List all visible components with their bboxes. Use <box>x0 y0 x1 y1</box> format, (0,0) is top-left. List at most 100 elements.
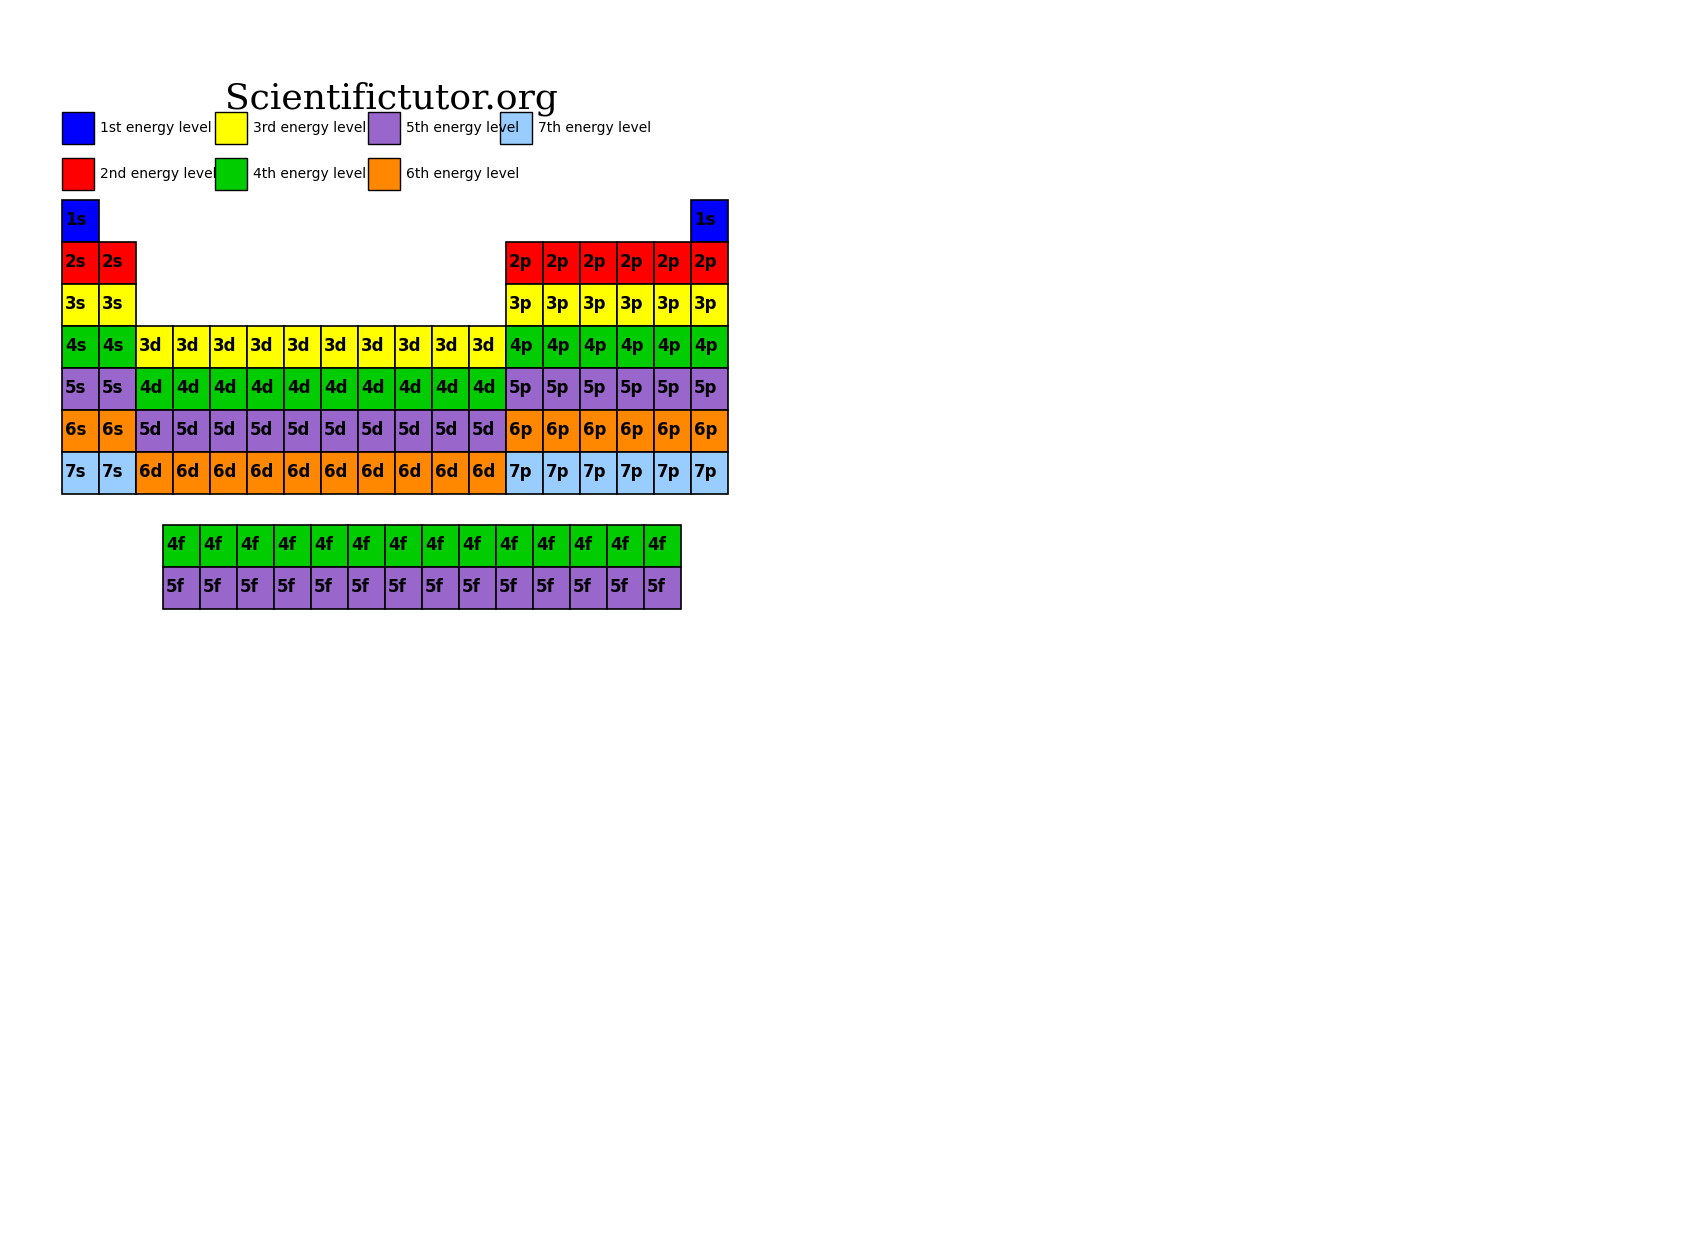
Bar <box>395 452 432 494</box>
Text: 5f: 5f <box>203 579 221 596</box>
Text: 4d: 4d <box>213 379 236 398</box>
Bar <box>214 158 246 190</box>
Bar <box>284 410 321 452</box>
Bar <box>645 568 680 609</box>
Bar <box>321 368 358 410</box>
Bar <box>368 158 400 190</box>
Bar <box>422 568 459 609</box>
Bar <box>506 326 544 367</box>
Text: 3s: 3s <box>66 295 86 314</box>
Text: 6d: 6d <box>324 464 348 481</box>
Bar <box>172 368 209 410</box>
Bar <box>459 525 496 568</box>
Bar <box>500 112 532 144</box>
Text: 4f: 4f <box>165 536 186 554</box>
Text: 4f: 4f <box>240 536 258 554</box>
Text: 4d: 4d <box>436 379 459 398</box>
Text: 5s: 5s <box>66 379 86 398</box>
Bar <box>469 410 506 452</box>
Text: 4p: 4p <box>657 338 680 355</box>
Bar <box>608 568 645 609</box>
Text: 4f: 4f <box>277 536 295 554</box>
Text: 5p: 5p <box>694 379 717 398</box>
Bar <box>358 452 395 494</box>
Text: 6d: 6d <box>473 464 495 481</box>
Text: 6s: 6s <box>101 421 123 439</box>
Text: 4p: 4p <box>582 338 606 355</box>
Bar <box>62 200 100 242</box>
Bar <box>137 368 172 410</box>
Text: 3p: 3p <box>510 295 532 314</box>
Text: 6d: 6d <box>398 464 422 481</box>
Text: 5th energy level: 5th energy level <box>407 121 520 135</box>
Text: 7s: 7s <box>101 464 123 481</box>
Bar <box>209 326 246 367</box>
Bar <box>100 410 137 452</box>
Bar <box>469 452 506 494</box>
Bar <box>199 568 236 609</box>
Bar <box>100 284 137 326</box>
Text: 6d: 6d <box>250 464 273 481</box>
Bar <box>137 452 172 494</box>
Text: 1s: 1s <box>66 211 86 229</box>
Bar <box>395 368 432 410</box>
Bar <box>506 284 544 326</box>
Text: 4p: 4p <box>545 338 569 355</box>
Text: 2p: 2p <box>657 254 680 271</box>
Text: 7s: 7s <box>66 464 86 481</box>
Text: 5p: 5p <box>510 379 532 398</box>
Text: 5p: 5p <box>619 379 643 398</box>
Text: 4d: 4d <box>473 379 496 398</box>
Bar <box>506 452 544 494</box>
Text: 5f: 5f <box>314 579 333 596</box>
Text: 7p: 7p <box>510 464 532 481</box>
Bar <box>273 568 311 609</box>
Text: 6p: 6p <box>582 421 606 439</box>
Text: 5f: 5f <box>609 579 628 596</box>
Bar <box>209 410 246 452</box>
Bar <box>395 410 432 452</box>
Text: 5d: 5d <box>250 421 273 439</box>
Text: 4d: 4d <box>176 379 199 398</box>
Bar <box>100 452 137 494</box>
Bar <box>422 525 459 568</box>
Bar <box>62 158 95 190</box>
Bar <box>172 326 209 367</box>
Bar <box>618 410 653 452</box>
Bar <box>653 410 690 452</box>
Bar <box>653 284 690 326</box>
Text: 6s: 6s <box>66 421 86 439</box>
Text: 4f: 4f <box>500 536 518 554</box>
Text: 5f: 5f <box>572 579 592 596</box>
Bar <box>199 525 236 568</box>
Bar <box>432 326 469 367</box>
Bar <box>544 326 581 367</box>
Text: 4d: 4d <box>138 379 162 398</box>
Bar <box>506 410 544 452</box>
Bar <box>544 368 581 410</box>
Text: 5p: 5p <box>545 379 569 398</box>
Bar <box>459 568 496 609</box>
Text: 6p: 6p <box>619 421 643 439</box>
Bar <box>432 452 469 494</box>
Text: 1st energy level: 1st energy level <box>100 121 211 135</box>
Bar <box>164 525 199 568</box>
Text: 4f: 4f <box>537 536 555 554</box>
Bar <box>571 568 608 609</box>
Text: 3rd energy level: 3rd energy level <box>253 121 366 135</box>
Bar <box>653 452 690 494</box>
Bar <box>395 326 432 367</box>
Text: 2p: 2p <box>545 254 569 271</box>
Text: 2p: 2p <box>694 254 717 271</box>
Bar <box>62 326 100 367</box>
Bar <box>581 452 618 494</box>
Text: 5f: 5f <box>240 579 258 596</box>
Text: 3p: 3p <box>619 295 643 314</box>
Bar <box>653 368 690 410</box>
Bar <box>164 568 199 609</box>
Text: 4f: 4f <box>314 536 333 554</box>
Bar <box>690 368 728 410</box>
Bar <box>571 525 608 568</box>
Text: 7p: 7p <box>545 464 569 481</box>
Bar <box>348 568 385 609</box>
